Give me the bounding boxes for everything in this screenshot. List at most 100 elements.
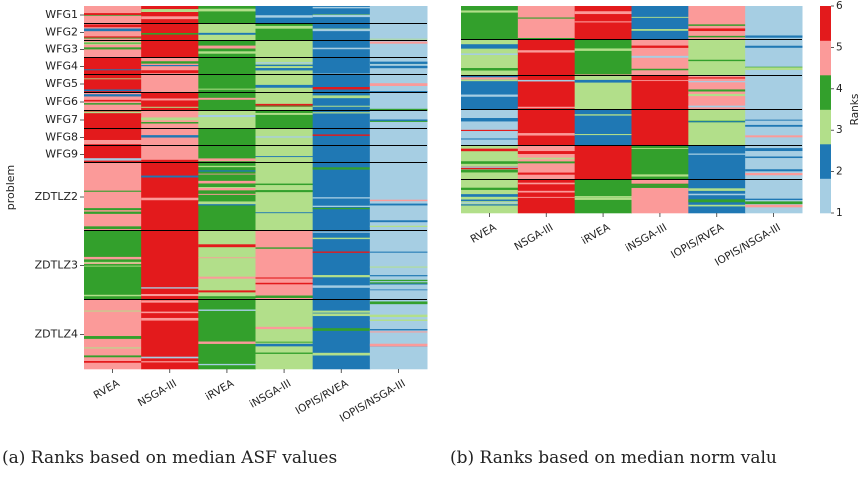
heatmap-row-stripe <box>517 134 576 136</box>
heatmap-row-stripe <box>369 314 428 318</box>
heatmap-norm-ranks <box>461 6 803 214</box>
heatmap-row-stripe <box>312 251 371 253</box>
heatmap-row-stripe <box>631 45 689 48</box>
heatmap-row-stripe <box>198 32 256 35</box>
heatmap-cell <box>141 146 199 164</box>
heatmap-row-stripe <box>84 36 142 38</box>
x-tick-label: NSGA-III <box>136 377 179 409</box>
heatmap-cell <box>84 163 142 232</box>
heatmap-row-stripe <box>369 220 428 223</box>
heatmap-row-stripe <box>745 148 803 152</box>
heatmap-row-stripe <box>255 295 314 298</box>
heatmap-row-stripe <box>369 119 428 121</box>
heatmap-cell <box>198 163 256 232</box>
heatmap-row-stripe <box>574 197 632 200</box>
group-separator <box>84 92 427 94</box>
heatmap-cell <box>255 300 314 370</box>
heatmap-row-stripe <box>84 42 142 44</box>
heatmap-row-stripe <box>312 237 371 240</box>
heatmap-row-stripe <box>688 59 746 62</box>
heatmap-row-stripe <box>369 65 428 69</box>
group-separator <box>84 145 427 147</box>
heatmap-row-stripe <box>198 187 256 189</box>
heatmap-row-stripe <box>198 188 256 191</box>
colorbar-label: Ranks <box>849 94 861 126</box>
heatmap-row-stripe <box>745 202 803 204</box>
heatmap-cell <box>255 111 314 130</box>
heatmap-row-stripe <box>745 198 803 201</box>
colorbar-tick-label: 3 <box>836 124 843 136</box>
heatmap-row-stripe <box>84 141 142 145</box>
heatmap-row-stripe <box>84 28 142 32</box>
heatmap-row-stripe <box>369 301 428 305</box>
heatmap-row-stripe <box>255 277 314 279</box>
x-tick-label: iNSGA-III <box>624 221 669 254</box>
heatmap-cell <box>198 300 256 370</box>
heatmap-row-stripe <box>84 347 142 349</box>
heatmap-row-stripe <box>688 24 746 26</box>
caption-norm: (b) Ranks based on median norm valu <box>450 448 777 468</box>
heatmap-row-stripe <box>631 185 689 188</box>
rank-colorbar: 1 2 3 4 5 6 Ranks <box>820 0 861 219</box>
heatmap-row-stripe <box>255 156 314 158</box>
heatmap-row-stripe <box>198 309 256 311</box>
heatmap-row-stripe <box>461 138 519 140</box>
heatmap-cell <box>369 231 428 301</box>
heatmap-cell <box>369 6 428 25</box>
colorbar-tick-label: 1 <box>836 207 843 219</box>
heatmap-row-stripe <box>461 148 519 152</box>
heatmap-row-stripe <box>631 148 689 150</box>
heatmap-row-stripe <box>517 50 576 53</box>
heatmap-row-stripe <box>312 197 371 199</box>
heatmap-cell <box>84 58 142 76</box>
caption-asf: (a) Ranks based on median ASF values <box>2 448 338 468</box>
heatmap-row-stripe <box>141 159 199 163</box>
heatmap-row-stripe <box>255 112 314 115</box>
heatmap-row-stripe <box>141 98 199 101</box>
heatmap-cell <box>312 24 371 42</box>
heatmap-row-stripe <box>198 45 256 49</box>
heatmap-row-stripe <box>84 208 142 211</box>
heatmap-cell <box>312 231 371 301</box>
heatmap-row-stripe <box>312 6 371 9</box>
heatmap-cell <box>517 40 576 77</box>
heatmap-row-stripe <box>141 70 199 74</box>
group-separator <box>461 145 802 147</box>
heatmap-row-stripe <box>517 182 576 185</box>
heatmap-row-stripe <box>369 120 428 122</box>
heatmap-cell <box>369 163 428 232</box>
heatmap-row-stripe <box>312 112 371 114</box>
heatmap-cell <box>631 40 689 77</box>
heatmap-row-stripe <box>312 167 371 170</box>
heatmap-cell <box>461 110 519 147</box>
heatmap-row-stripe <box>141 16 199 20</box>
heatmap-cell <box>255 129 314 147</box>
heatmap-row-stripe <box>255 282 314 285</box>
heatmap-row-stripe <box>688 105 746 108</box>
heatmap-row-stripe <box>517 157 576 160</box>
group-separator <box>461 75 802 77</box>
y-tick-label: WFG5 <box>45 77 78 90</box>
heatmap-row-stripe <box>517 190 576 193</box>
heatmap-row-stripe <box>461 169 519 173</box>
heatmap-row-stripe <box>84 89 142 92</box>
y-tick-label: WFG8 <box>45 131 78 144</box>
group-separator <box>84 162 427 164</box>
heatmap-cell <box>141 75 199 94</box>
heatmap-row-stripe <box>312 205 371 207</box>
heatmap-row-stripe <box>461 68 519 71</box>
heatmap-cell <box>255 6 314 25</box>
heatmap-cell <box>688 146 746 181</box>
heatmap-row-stripe <box>461 202 519 204</box>
heatmap-row-stripe <box>141 106 199 108</box>
heatmap-row-stripe <box>688 28 746 32</box>
heatmap-row-stripe <box>461 44 519 48</box>
heatmap-row-stripe <box>631 16 689 18</box>
colorbar-segment <box>820 144 831 179</box>
group-separator <box>461 109 802 111</box>
heatmap-row-stripe <box>84 310 142 312</box>
heatmap-row-stripe <box>198 290 256 293</box>
y-tick-label: ZDTLZ4 <box>35 328 78 341</box>
heatmap-row-stripe <box>461 204 519 206</box>
group-separator <box>84 128 427 130</box>
